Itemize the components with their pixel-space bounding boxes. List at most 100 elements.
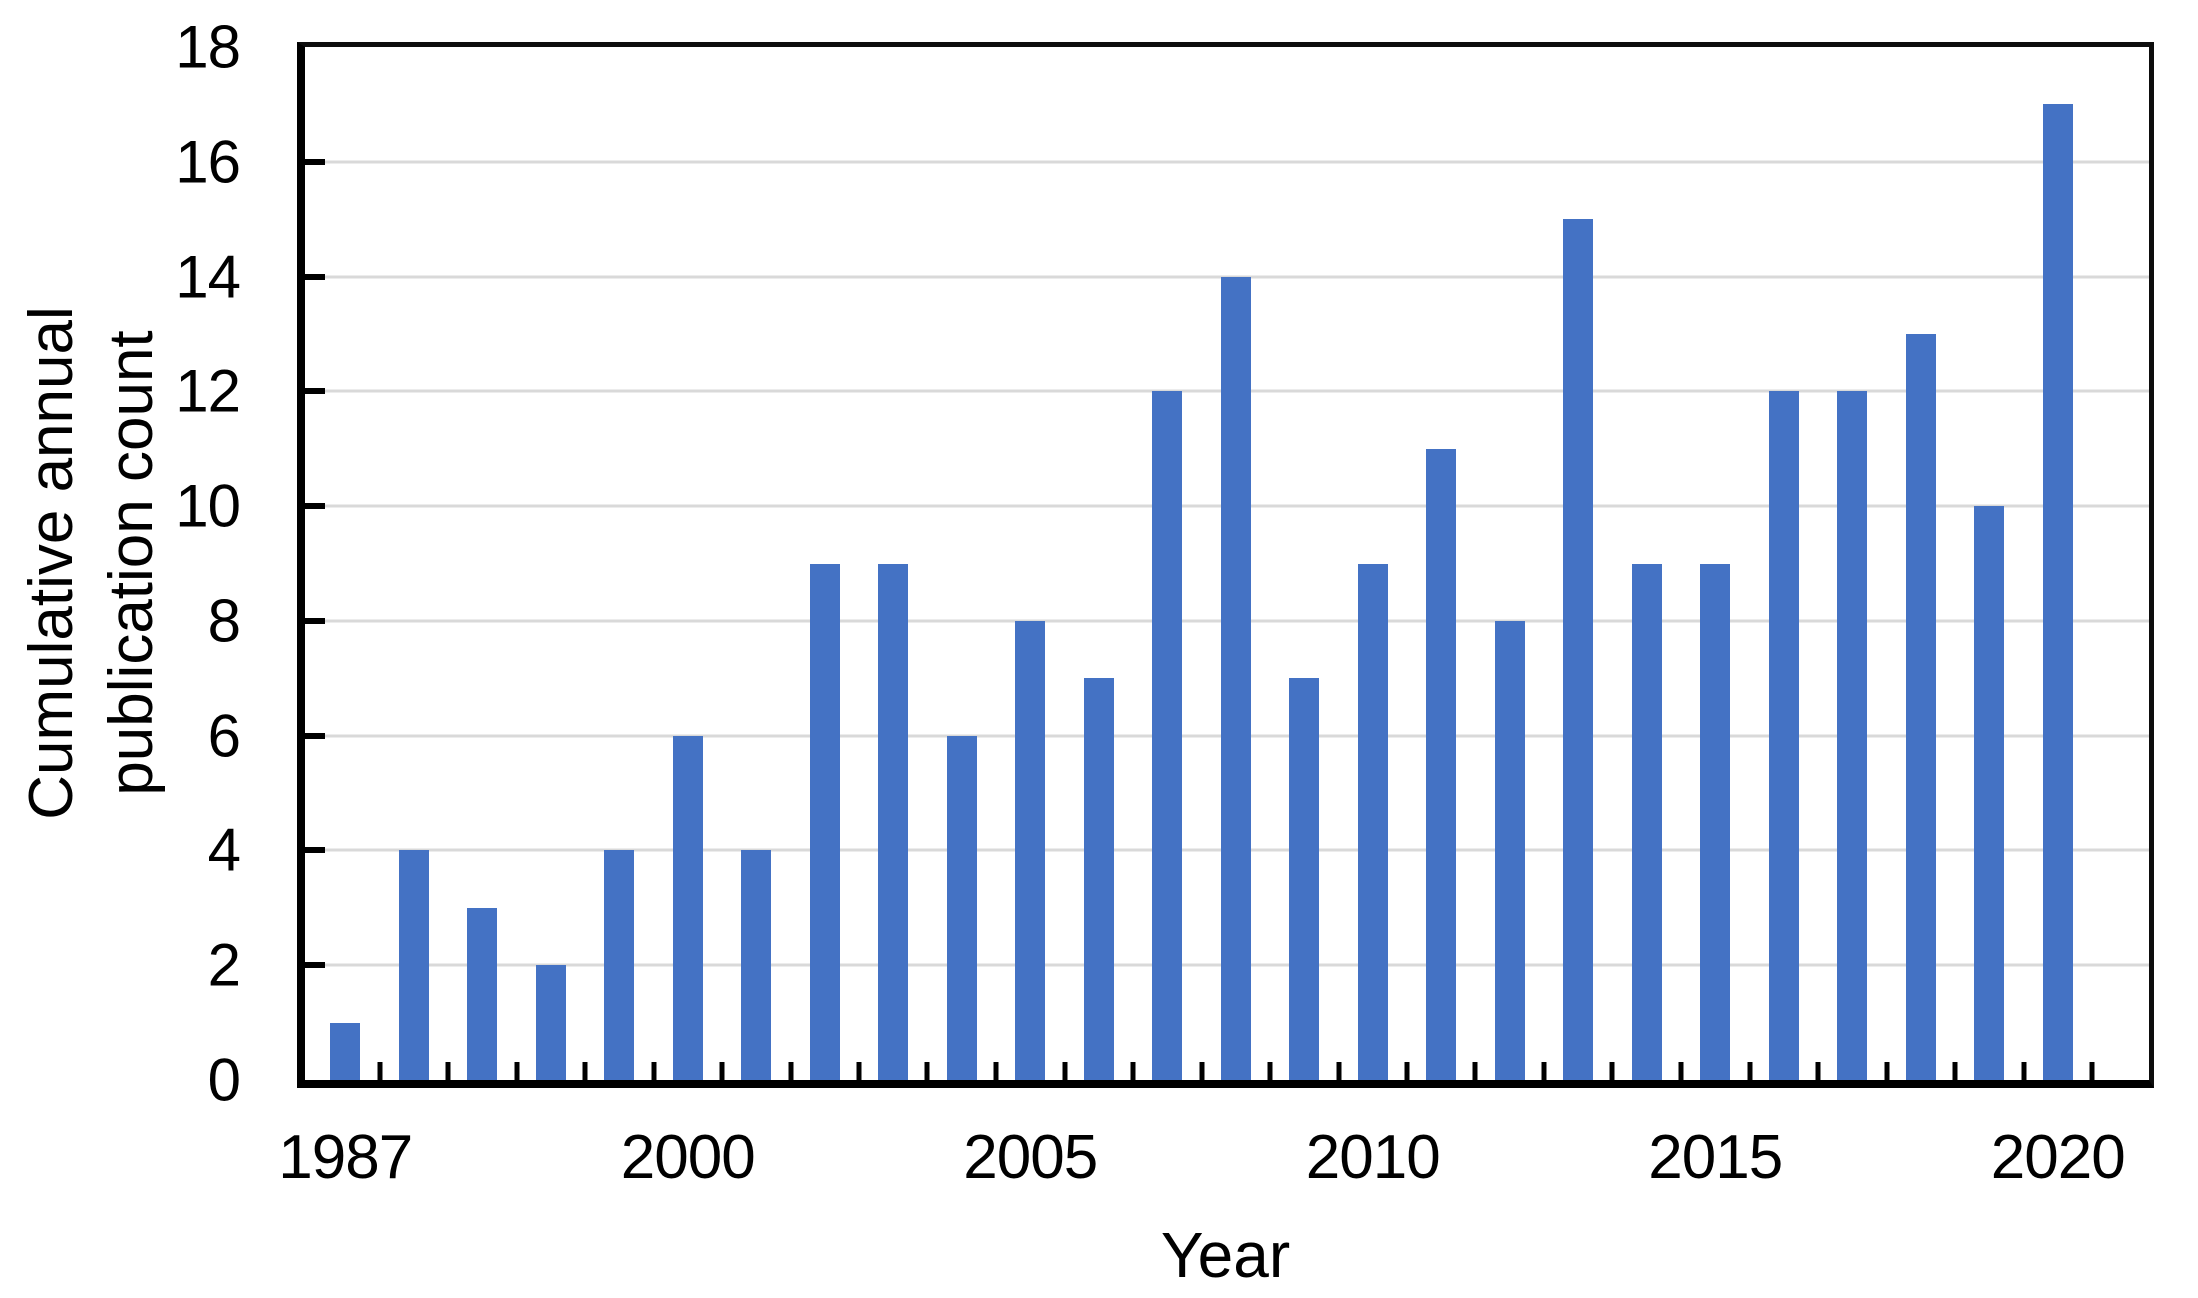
plot-area bbox=[297, 42, 2154, 1088]
x-axis-tick-6 bbox=[719, 1062, 725, 1080]
x-tick-label-1987: 1987 bbox=[278, 1123, 413, 1192]
bar-slot-18 bbox=[1544, 47, 1613, 1080]
bar-16 bbox=[1426, 448, 1457, 1080]
bar-7 bbox=[809, 563, 840, 1080]
bar-slot-8 bbox=[859, 47, 928, 1080]
bar-2 bbox=[467, 907, 498, 1080]
x-axis-tick-1 bbox=[377, 1062, 382, 1080]
x-axis-tick-2 bbox=[445, 1062, 451, 1080]
bar-slot-19 bbox=[1613, 47, 1682, 1080]
x-axis-tick-9 bbox=[924, 1062, 930, 1080]
y-tick-label-10: 10 bbox=[175, 472, 241, 540]
x-axis-tick-26 bbox=[2089, 1062, 2095, 1080]
x-axis-tick-7 bbox=[788, 1062, 793, 1080]
x-axis-tick-22 bbox=[1815, 1062, 1821, 1080]
bar-slot-17 bbox=[1476, 47, 1545, 1080]
bar-slot-4 bbox=[585, 47, 654, 1080]
x-axis-tick-19 bbox=[1609, 1062, 1615, 1080]
y-tick-label-2: 2 bbox=[207, 931, 241, 999]
x-axis-tick-17 bbox=[1472, 1062, 1478, 1080]
x-axis-tick-5 bbox=[651, 1062, 656, 1080]
y-axis-tick-12 bbox=[305, 388, 325, 395]
y-axis-tick-6 bbox=[305, 732, 325, 739]
bar-4 bbox=[604, 850, 635, 1080]
bar-slot-3 bbox=[517, 47, 586, 1080]
bar-12 bbox=[1152, 391, 1183, 1080]
bar-14 bbox=[1289, 678, 1320, 1080]
y-tick-label-16: 16 bbox=[175, 128, 241, 196]
x-tick-label-2005: 2005 bbox=[963, 1123, 1098, 1192]
y-tick-label-6: 6 bbox=[207, 702, 241, 770]
x-axis-tick-8 bbox=[856, 1062, 862, 1080]
bar-18 bbox=[1563, 219, 1594, 1080]
bar-slot-1 bbox=[380, 47, 449, 1080]
x-axis-tick-15 bbox=[1336, 1062, 1341, 1080]
bar-25 bbox=[2042, 104, 2073, 1080]
y-tick-label-4: 4 bbox=[207, 816, 241, 884]
x-tick-label-2000: 2000 bbox=[620, 1123, 756, 1192]
y-tick-label-0: 0 bbox=[207, 1046, 241, 1114]
bar-slot-0 bbox=[311, 47, 380, 1080]
bar-19 bbox=[1631, 563, 1662, 1080]
y-axis-tick-4 bbox=[305, 847, 325, 854]
bar-slot-23 bbox=[1887, 47, 1956, 1080]
x-axis-tick-16 bbox=[1404, 1062, 1410, 1080]
bar-13 bbox=[1220, 276, 1251, 1080]
y-axis-tick-8 bbox=[305, 617, 325, 624]
bar-23 bbox=[1905, 333, 1936, 1080]
y-axis-ticks-layer bbox=[305, 47, 2149, 1080]
bars-layer bbox=[311, 47, 2092, 1080]
bar-slot-9 bbox=[928, 47, 997, 1080]
bar-0 bbox=[330, 1022, 361, 1080]
x-axis-tick-3 bbox=[514, 1062, 519, 1080]
bar-slot-6 bbox=[722, 47, 791, 1080]
y-tick-label-12: 12 bbox=[175, 357, 241, 425]
x-axis-tick-10 bbox=[993, 1062, 999, 1080]
x-axis-tick-12 bbox=[1130, 1062, 1136, 1080]
y-axis-tick-2 bbox=[305, 962, 325, 969]
bar-slot-11 bbox=[1065, 47, 1134, 1080]
x-axis-tick-23 bbox=[1884, 1062, 1889, 1080]
x-axis-tick-13 bbox=[1199, 1062, 1204, 1080]
bar-5 bbox=[672, 735, 703, 1080]
bars-region bbox=[311, 47, 2095, 1080]
y-tick-label-8: 8 bbox=[207, 587, 241, 655]
bar-slot-12 bbox=[1133, 47, 1202, 1080]
bar-slot-16 bbox=[1407, 47, 1476, 1080]
x-axis-tick-18 bbox=[1541, 1062, 1547, 1080]
bar-9 bbox=[946, 735, 977, 1080]
bar-11 bbox=[1083, 678, 1114, 1080]
bar-slot-21 bbox=[1750, 47, 1819, 1080]
y-tick-label-18: 18 bbox=[175, 13, 241, 81]
bar-slot-10 bbox=[996, 47, 1065, 1080]
y-axis-tick-14 bbox=[305, 273, 325, 280]
x-axis-tick-25 bbox=[2021, 1062, 2026, 1080]
x-axis-tick-labels: 1987 2000 2005 2010 2015 2020 bbox=[278, 1122, 2125, 1202]
bar-slot-25 bbox=[2024, 47, 2093, 1080]
x-axis-tick-14 bbox=[1267, 1062, 1273, 1080]
x-axis-title: Year bbox=[1160, 1219, 1291, 1291]
bar-22 bbox=[1837, 391, 1868, 1080]
bar-slot-22 bbox=[1818, 47, 1887, 1080]
x-axis-tick-20 bbox=[1678, 1062, 1684, 1080]
bar-slot-7 bbox=[791, 47, 860, 1080]
bar-slot-13 bbox=[1202, 47, 1271, 1080]
bar-10 bbox=[1015, 620, 1046, 1080]
x-axis-tick-4 bbox=[582, 1062, 588, 1080]
x-tick-label-2020: 2020 bbox=[1990, 1123, 2126, 1192]
bar-17 bbox=[1494, 620, 1525, 1080]
bar-slot-20 bbox=[1681, 47, 1750, 1080]
bar-1 bbox=[398, 850, 429, 1080]
y-axis-tick-labels: 0 2 4 6 8 10 12 14 16 18 bbox=[0, 14, 241, 1114]
y-axis-tick-16 bbox=[305, 158, 325, 165]
bar-slot-2 bbox=[448, 47, 517, 1080]
bar-slot-5 bbox=[654, 47, 723, 1080]
gridline-16 bbox=[305, 160, 2149, 164]
x-axis-tick-11 bbox=[1062, 1062, 1067, 1080]
y-tick-label-14: 14 bbox=[175, 243, 241, 311]
x-tick-label-2010: 2010 bbox=[1305, 1123, 1441, 1192]
bar-slot-24 bbox=[1955, 47, 2024, 1080]
bar-8 bbox=[878, 563, 909, 1080]
bar-slot-15 bbox=[1339, 47, 1408, 1080]
